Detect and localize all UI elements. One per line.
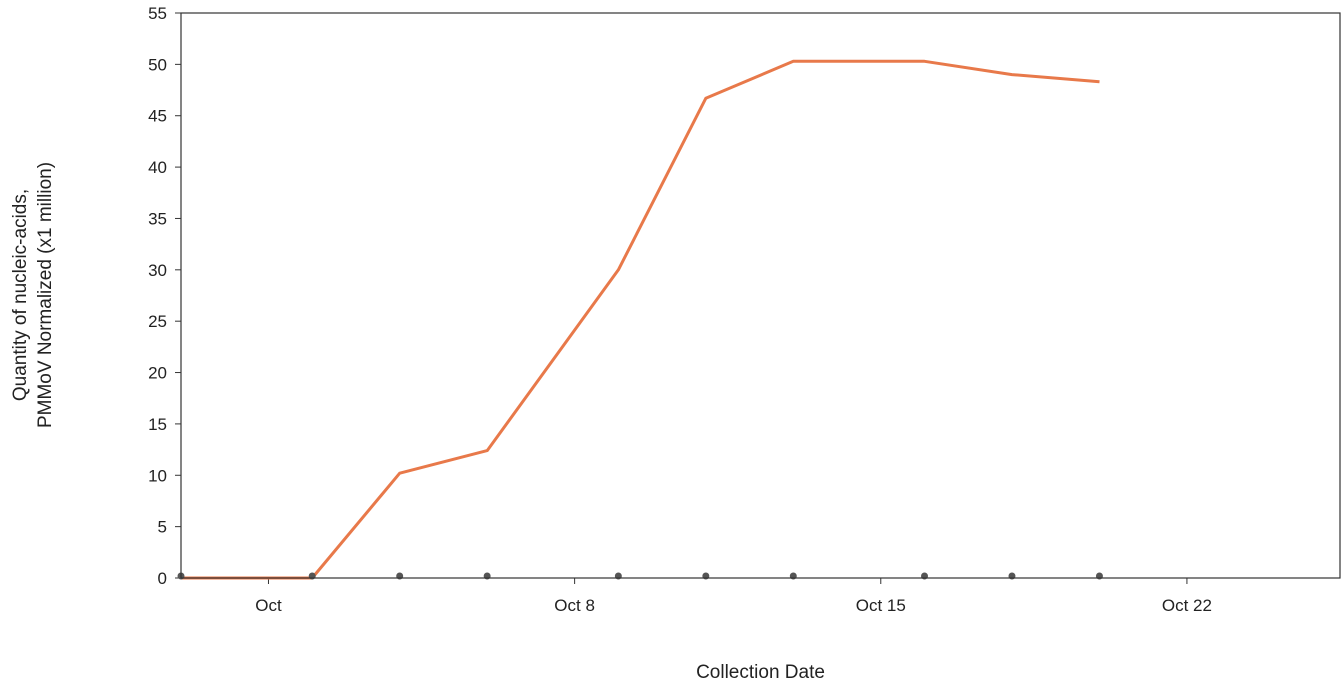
y-axis: 0 5 10 15 20 25 30 35 40 45 50 55 — [148, 4, 181, 588]
y-axis-title-line-2: PMMoV Normalized (x1 million) — [35, 162, 56, 428]
x-axis: Oct Oct 8 Oct 15 Oct 22 — [255, 578, 1212, 615]
x-axis-title: Collection Date — [696, 662, 825, 683]
x-tick-label: Oct — [255, 596, 282, 615]
y-tick-label: 45 — [148, 107, 167, 126]
y-tick-label: 40 — [148, 158, 167, 177]
y-tick-label: 0 — [158, 569, 167, 588]
series-line — [181, 59, 1100, 580]
y-tick-label: 20 — [148, 364, 167, 383]
y-tick-label: 50 — [148, 55, 167, 74]
y-tick-label: 25 — [148, 312, 167, 331]
y-tick-label: 15 — [148, 415, 167, 434]
series-layer — [181, 59, 1100, 580]
y-tick-label: 55 — [148, 4, 167, 23]
y-tick-label: 30 — [148, 261, 167, 280]
y-tick-label: 10 — [148, 466, 167, 485]
plot-frame — [180, 12, 1341, 579]
x-tick-label: Oct 22 — [1162, 596, 1212, 615]
x-tick-label: Oct 15 — [856, 596, 906, 615]
x-tick-label: Oct 8 — [554, 596, 595, 615]
y-tick-label: 5 — [158, 518, 167, 537]
y-tick-label: 35 — [148, 209, 167, 228]
y-axis-title-line-1: Quantity of nucleic-acids, — [10, 189, 31, 401]
